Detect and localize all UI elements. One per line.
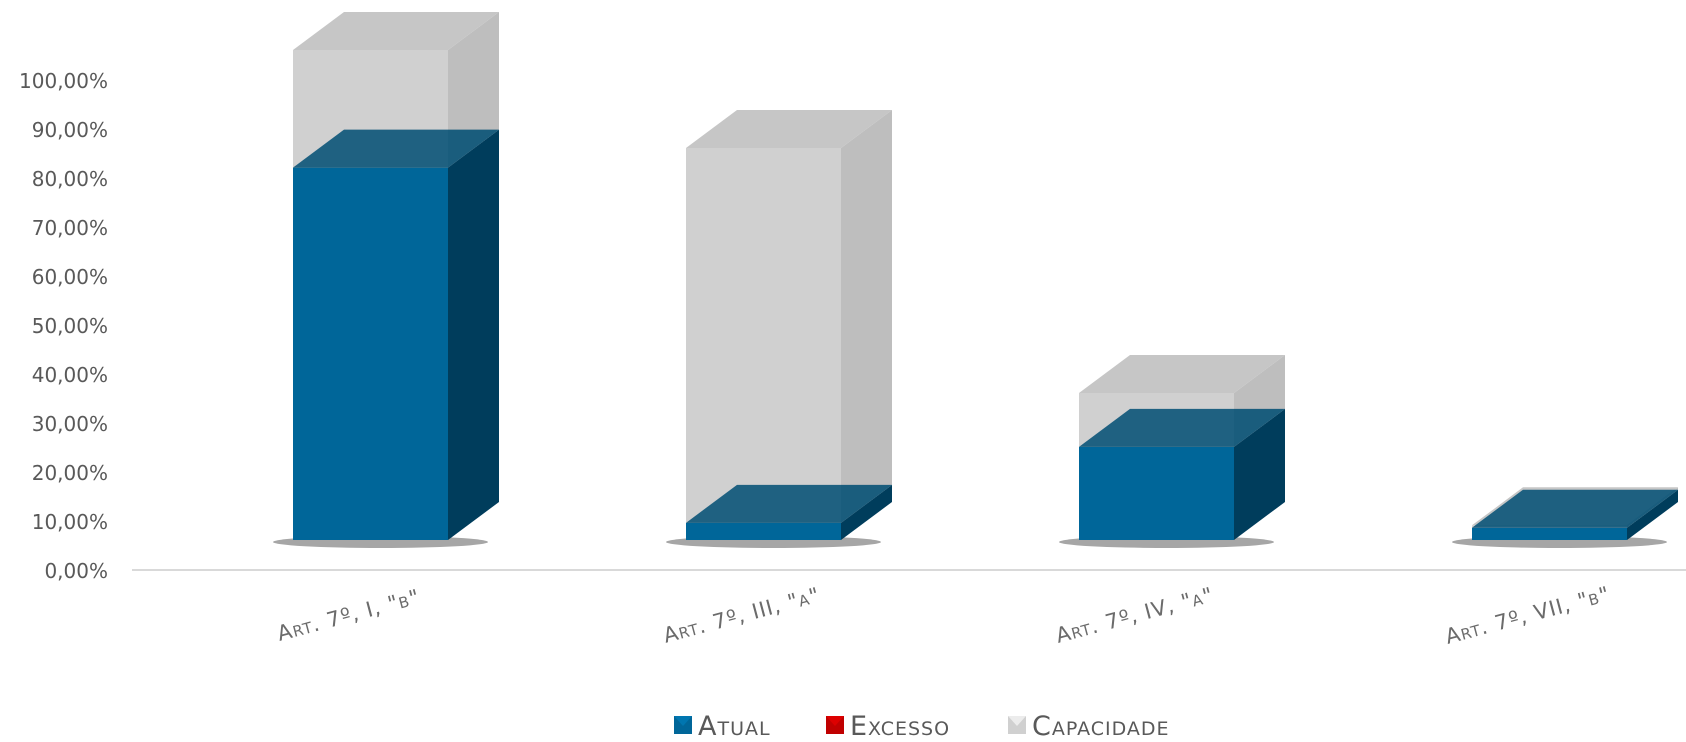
bar-front [1079, 446, 1234, 540]
legend-label: Capacidade [1032, 711, 1170, 742]
y-tick-label: 90,00% [32, 118, 108, 142]
legend: Atual Excesso Capacidade [674, 711, 1170, 742]
bar-segment [293, 129, 499, 540]
bar-side [1234, 408, 1285, 540]
bar-top-atual [1472, 489, 1678, 528]
y-tick-label: 30,00% [32, 412, 108, 436]
legend-swatch-bevel [1008, 716, 1026, 726]
y-tick-label: 40,00% [32, 363, 108, 387]
y-tick-label: 20,00% [32, 461, 108, 485]
bar-front [1472, 527, 1627, 540]
bar-top-atual [293, 129, 499, 168]
y-tick-label: 50,00% [32, 314, 108, 338]
bar-front [686, 522, 841, 540]
legend-item: Capacidade [1008, 711, 1170, 742]
bar-top [1079, 355, 1285, 393]
bar-segment [686, 110, 892, 523]
y-tick-label: 80,00% [32, 167, 108, 191]
x-tick-label: Art. 7º, VII, "b" [1443, 582, 1613, 649]
bars-area [273, 12, 1678, 548]
y-axis: 0,00% 10,00% 20,00% 30,00% 40,00% 50,00% 60,00… [19, 69, 108, 583]
bar-front [293, 167, 448, 540]
x-axis: Art. 7º, I, "b" Art. 7º, III, "a" Art. 7º,… [275, 582, 1613, 649]
legend-label: Atual [698, 711, 771, 742]
bar-top [293, 12, 499, 50]
y-tick-label: 100,00% [19, 69, 108, 93]
x-tick-label: Art. 7º, III, "a" [661, 583, 823, 648]
legend-swatch-bevel [826, 716, 844, 726]
y-tick-label: 60,00% [32, 265, 108, 289]
x-tick-label: Art. 7º, I, "b" [275, 585, 423, 646]
bar-side [448, 12, 499, 168]
x-tick-label: Art. 7º, IV, "a" [1053, 583, 1216, 648]
bar-side [1627, 489, 1678, 540]
y-tick-label: 70,00% [32, 216, 108, 240]
legend-item: Atual [674, 711, 771, 742]
bar-top-atual [686, 484, 892, 523]
bar-top [686, 110, 892, 148]
bar-front [686, 148, 841, 523]
bar-side [841, 484, 892, 540]
y-tick-label: 0,00% [44, 559, 108, 583]
y-tick-label: 10,00% [32, 510, 108, 534]
legend-swatch-bevel [674, 716, 692, 726]
bar-side [841, 110, 892, 523]
legend-item: Excesso [826, 711, 950, 742]
bar-top-atual [1079, 408, 1285, 447]
legend-label: Excesso [850, 711, 950, 742]
bar-side [448, 129, 499, 540]
